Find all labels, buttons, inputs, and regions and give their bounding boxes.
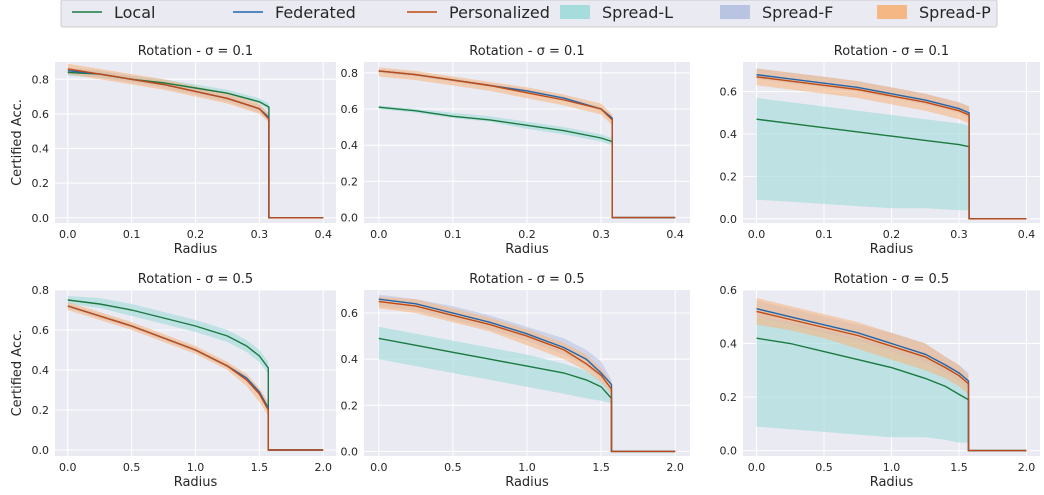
legend-swatch (877, 5, 907, 19)
y-tick-label: 0.4 (32, 364, 50, 377)
x-axis-label: Radius (174, 242, 218, 257)
y-tick-label: 0.0 (32, 444, 50, 457)
y-tick-label: 0.6 (32, 108, 50, 121)
x-tick-label: 0.1 (444, 228, 462, 241)
legend-label: Federated (275, 3, 356, 22)
y-tick-label: 0.2 (32, 404, 50, 417)
y-tick-label: 0.8 (341, 67, 359, 80)
chart-panel-5: 0.0 0.5 1.0 1.5 2.0 0.0 0.2 0.4 0.6 Rotation - σ … (341, 272, 691, 490)
y-tick-label: 0.0 (720, 213, 738, 226)
x-tick-label: 1.0 (883, 461, 901, 474)
x-tick-label: 2.0 (666, 461, 684, 474)
chart-panel-1: 0.0 0.1 0.2 0.3 0.4 0.0 0.2 0.4 0.6 0.8 Rotation -… (10, 44, 336, 257)
x-axis-label: Radius (505, 242, 549, 257)
y-tick-label: 0.8 (32, 73, 50, 86)
x-tick-label: 1.0 (518, 461, 536, 474)
x-tick-label: 2.0 (314, 461, 332, 474)
x-axis-label: Radius (505, 475, 549, 490)
x-tick-label: 0.3 (592, 228, 610, 241)
y-tick-label: 0.2 (341, 399, 359, 412)
x-tick-label: 1.0 (187, 461, 205, 474)
x-tick-label: 0.4 (314, 228, 332, 241)
x-axis-label: Radius (870, 242, 914, 257)
chart-title: Rotation - σ = 0.5 (834, 272, 949, 287)
y-tick-label: 0.6 (341, 307, 359, 320)
x-tick-label: 0.2 (187, 228, 205, 241)
y-tick-label: 0.6 (341, 103, 359, 116)
chart-panel-4: 0.0 0.5 1.0 1.5 2.0 0.0 0.2 0.4 0.6 0.8 Rotation -… (10, 272, 336, 490)
x-tick-label: 1.5 (251, 461, 269, 474)
x-tick-label: 0.5 (123, 461, 141, 474)
x-tick-label: 0.0 (59, 461, 77, 474)
y-axis-label: Certified Acc. (10, 330, 25, 417)
x-tick-label: 0.0 (370, 461, 388, 474)
y-tick-label: 0.4 (341, 353, 359, 366)
x-tick-label: 0.2 (883, 228, 901, 241)
y-tick-label: 0.2 (720, 170, 738, 183)
x-tick-label: 1.5 (592, 461, 610, 474)
y-tick-label: 0.4 (341, 139, 359, 152)
x-tick-label: 0.4 (666, 228, 684, 241)
x-tick-label: 0.4 (1018, 228, 1036, 241)
x-tick-label: 0.3 (950, 228, 968, 241)
chart-title: Rotation - σ = 0.1 (138, 44, 253, 59)
x-tick-label: 0.0 (748, 461, 766, 474)
y-tick-label: 0.6 (32, 324, 50, 337)
chart-title: Rotation - σ = 0.5 (138, 272, 253, 287)
x-tick-label: 0.5 (444, 461, 462, 474)
legend-swatch (560, 5, 590, 19)
y-tick-label: 0.0 (32, 212, 50, 225)
y-tick-label: 0.2 (32, 177, 50, 190)
legend-label: Local (114, 3, 155, 22)
x-axis-label: Radius (174, 475, 218, 490)
chart-panel-3: 0.0 0.1 0.2 0.3 0.4 0.0 0.2 0.4 0.6 Rotation - σ … (720, 44, 1041, 257)
x-tick-label: 2.0 (1018, 461, 1036, 474)
x-tick-label: 0.1 (123, 228, 141, 241)
y-tick-label: 0.0 (341, 212, 359, 225)
x-tick-label: 0.1 (815, 228, 833, 241)
x-tick-label: 0.2 (518, 228, 536, 241)
y-tick-label: 0.4 (720, 338, 738, 351)
chart-panel-2: 0.0 0.1 0.2 0.3 0.4 0.0 0.2 0.4 0.6 0.8 Rotation -… (341, 44, 691, 257)
legend-label: Personalized (449, 3, 550, 22)
x-tick-label: 0.5 (815, 461, 833, 474)
y-tick-label: 0.6 (720, 86, 738, 99)
y-tick-label: 0.0 (341, 445, 359, 458)
x-tick-label: 1.5 (950, 461, 968, 474)
y-tick-label: 0.2 (720, 391, 738, 404)
y-tick-label: 0.0 (720, 445, 738, 458)
chart-title: Rotation - σ = 0.1 (469, 44, 584, 59)
legend-swatch (720, 5, 750, 19)
legend: Local Federated Personalized Spread-L Spread… (61, 0, 997, 27)
x-tick-label: 0.3 (251, 228, 269, 241)
y-tick-label: 0.8 (32, 284, 50, 297)
y-axis-label: Certified Acc. (10, 99, 25, 186)
y-tick-label: 0.4 (32, 143, 50, 156)
legend-label: Spread-F (762, 3, 833, 22)
y-tick-label: 0.6 (720, 284, 738, 297)
x-tick-label: 0.0 (748, 228, 766, 241)
chart-title: Rotation - σ = 0.1 (834, 44, 949, 59)
chart-title: Rotation - σ = 0.5 (469, 272, 584, 287)
y-tick-label: 0.2 (341, 175, 359, 188)
x-axis-label: Radius (870, 475, 914, 490)
legend-label: Spread-P (919, 3, 991, 22)
chart-panel-6: 0.0 0.5 1.0 1.5 2.0 0.0 0.2 0.4 0.6 Rotation - σ … (720, 272, 1041, 490)
y-tick-label: 0.4 (720, 128, 738, 141)
x-tick-label: 0.0 (370, 228, 388, 241)
legend-label: Spread-L (602, 3, 673, 22)
x-tick-label: 0.0 (59, 228, 77, 241)
